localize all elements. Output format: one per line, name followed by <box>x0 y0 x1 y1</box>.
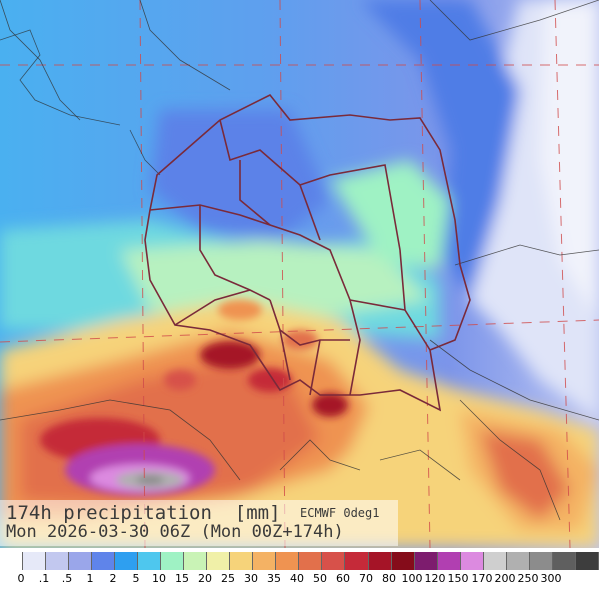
legend-tick-label: 60 <box>336 572 350 585</box>
legend-swatch <box>391 552 415 570</box>
legend-swatch <box>460 552 484 570</box>
legend-swatch <box>230 552 254 570</box>
legend-tick-label: 80 <box>382 572 396 585</box>
legend-tick-label: 100 <box>401 572 423 585</box>
legend-tick-label: 70 <box>359 572 373 585</box>
precipitation-map <box>0 0 599 548</box>
legend-colorbar <box>0 552 599 570</box>
legend-tick-label: .5 <box>61 572 73 585</box>
legend-tick-label: 2 <box>109 572 117 585</box>
legend-swatch <box>575 552 599 570</box>
legend-tick-label: 0 <box>17 572 25 585</box>
legend-swatch <box>69 552 93 570</box>
legend-swatch <box>0 552 24 570</box>
legend-swatch <box>437 552 461 570</box>
precip-maxima <box>40 300 348 496</box>
legend-tick-label: 50 <box>313 572 327 585</box>
legend-tick-labels: 0.1.5 1 2 5 10 15 20 25 30 35 40 50 60 70 80 100 120 150 1… <box>0 572 599 592</box>
legend-swatch <box>253 552 277 570</box>
legend-tick-label: 15 <box>175 572 189 585</box>
legend-swatch <box>483 552 507 570</box>
valid-time: Mon 2026-03-30 06Z (Mon 00Z+174h) <box>6 522 344 542</box>
region-borders <box>144 93 471 412</box>
legend-tick-label: 300 <box>540 572 562 585</box>
legend-swatch <box>161 552 185 570</box>
legend-tick-label: 35 <box>267 572 281 585</box>
legend-swatch <box>322 552 346 570</box>
map-caption: 174h precipitation [mm] ECMWF 0deg1 Mon … <box>0 500 398 546</box>
legend-swatch <box>414 552 438 570</box>
legend-tick-label: 20 <box>198 572 212 585</box>
legend-tick-label: 40 <box>290 572 304 585</box>
legend-swatch <box>368 552 392 570</box>
legend-tick-label: 1 <box>86 572 94 585</box>
legend-tick-label: 5 <box>132 572 140 585</box>
country-borders <box>0 0 599 521</box>
model-source: ECMWF 0deg1 <box>300 506 380 520</box>
legend-tick-label: 170 <box>471 572 493 585</box>
legend-swatch <box>276 552 300 570</box>
map-title: 174h precipitation [mm] <box>6 502 281 524</box>
legend-swatch <box>552 552 576 570</box>
legend-swatch <box>345 552 369 570</box>
legend-swatch <box>23 552 47 570</box>
legend-swatch <box>506 552 530 570</box>
legend-swatch <box>207 552 231 570</box>
coastlines <box>0 29 161 176</box>
legend-tick-label: 10 <box>152 572 166 585</box>
legend-swatch <box>92 552 116 570</box>
legend-swatch <box>299 552 323 570</box>
legend-tick-label: .1 <box>38 572 50 585</box>
legend-tick-label: 250 <box>517 572 539 585</box>
color-legend: 0.1.5 1 2 5 10 15 20 25 30 35 40 50 60 70 80 100 120 150 1… <box>0 552 599 596</box>
legend-swatch <box>115 552 139 570</box>
lat-lon-grid <box>0 0 599 548</box>
map-canvas <box>0 0 599 548</box>
legend-tick-label: 120 <box>424 572 446 585</box>
legend-swatch <box>138 552 162 570</box>
legend-tick-label: 150 <box>447 572 469 585</box>
legend-swatch <box>184 552 208 570</box>
legend-tick-label: 25 <box>221 572 235 585</box>
legend-swatch <box>529 552 553 570</box>
legend-swatch <box>46 552 70 570</box>
legend-tick-label: 200 <box>494 572 516 585</box>
legend-tick-label: 30 <box>244 572 258 585</box>
